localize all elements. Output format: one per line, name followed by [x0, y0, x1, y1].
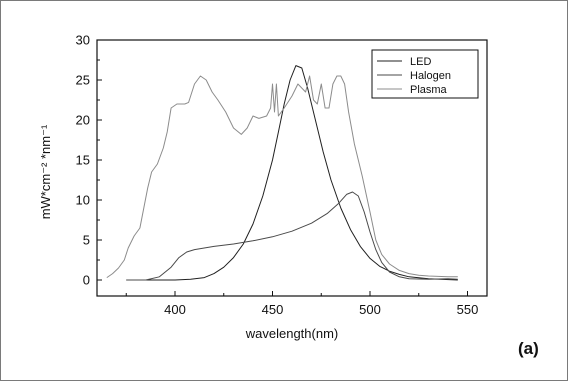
x-axis-title: wavelength(nm) [245, 326, 339, 341]
axes-box [96, 39, 488, 297]
y-tick-label: 30 [76, 33, 90, 48]
series-layer [106, 65, 458, 281]
legend-label-plasma: Plasma [410, 84, 448, 96]
y-tick-label: 0 [83, 273, 90, 288]
panel-label: (a) [518, 339, 539, 358]
x-axis: 400 450 500 550 [125, 291, 479, 317]
x-tick-label: 400 [164, 302, 186, 317]
legend: LED Halogen Plasma [371, 49, 479, 99]
series-line-led [126, 65, 458, 281]
x-tick-label: 450 [262, 302, 284, 317]
legend-box [371, 49, 479, 99]
legend-entries: LED Halogen Plasma [377, 56, 451, 96]
series-line-plasma [106, 75, 458, 279]
y-tick-label: 15 [76, 153, 90, 168]
series-line-halogen [126, 191, 458, 281]
x-tick-label: 500 [359, 302, 381, 317]
y-axis: 0 5 10 15 20 25 30 [76, 33, 102, 288]
plot-area [96, 39, 488, 297]
legend-label-halogen: Halogen [410, 70, 451, 82]
y-tick-label: 10 [76, 193, 90, 208]
x-tick-label: 550 [457, 302, 479, 317]
legend-label-led: LED [410, 56, 431, 68]
y-axis-title: mW*cm⁻² *nm⁻¹ [38, 124, 53, 219]
y-tick-label: 20 [76, 113, 90, 128]
y-tick-label: 25 [76, 73, 90, 88]
y-tick-label: 5 [83, 233, 90, 248]
